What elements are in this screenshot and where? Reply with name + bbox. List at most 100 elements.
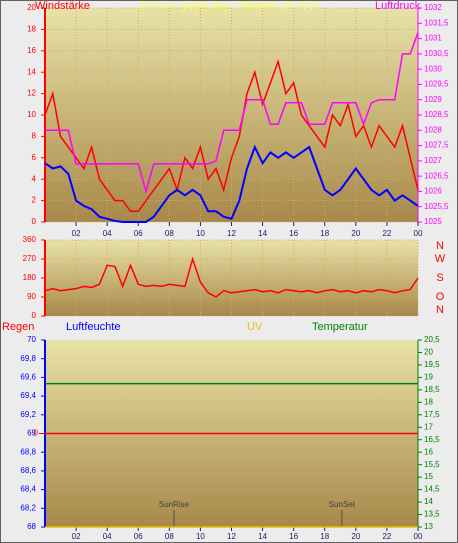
y-tick-label: 70 [27, 335, 36, 344]
x-tick-label: 12 [227, 532, 236, 541]
compass-label: N [436, 240, 444, 252]
y2-tick-label: 19,5 [424, 360, 440, 369]
y2-tick-label: 18,5 [424, 385, 440, 394]
y-tick-label: 68,6 [20, 466, 36, 475]
compass-label: W [435, 253, 446, 265]
legend-label: UV [247, 321, 263, 333]
x-tick-label: 18 [320, 532, 329, 541]
y-tick-label: 8 [32, 132, 37, 141]
compass-label: N [436, 304, 444, 316]
x-tick-label: 06 [134, 229, 143, 238]
y2-tick-label: 14 [424, 497, 433, 506]
y-tick-label: 12 [27, 89, 36, 98]
x-tick-label: 04 [103, 532, 112, 541]
legend-label: Regen [2, 321, 34, 333]
series-line [44, 256, 419, 298]
y-tick-label: 16 [27, 46, 36, 55]
x-tick-label: 04 [103, 229, 112, 238]
y-tick-label: 69,2 [20, 410, 36, 419]
chart-title: 24 hour graph day - Oktober 25 2017 [139, 0, 320, 12]
y2-tick-label: 1031,5 [424, 18, 449, 27]
series-line [44, 58, 419, 213]
series-line [45, 32, 419, 195]
y2-tick-label: 1028 [424, 125, 442, 134]
y2-tick-label: 1027 [424, 156, 442, 165]
y-tick-label: 0 [32, 311, 37, 320]
y-tick-label: 0 [32, 217, 37, 226]
y2-tick-label: 18 [424, 397, 433, 406]
sun-label: SunRise [159, 500, 190, 509]
y2-tick-label: 1025,5 [424, 202, 449, 211]
x-tick-label: 16 [289, 229, 298, 238]
x-tick-label: 16 [289, 532, 298, 541]
x-tick-label: 02 [72, 532, 81, 541]
x-tick-label: 14 [258, 532, 267, 541]
y2-tick-label: 1030,5 [424, 49, 449, 58]
x-tick-label: 14 [258, 229, 267, 238]
series-line [44, 144, 419, 223]
x-tick-label: 02 [72, 229, 81, 238]
y2-tick-label: 1029 [424, 95, 442, 104]
y2-tick-label: 14,5 [424, 485, 440, 494]
y-tick-label: 14 [27, 67, 36, 76]
legend-label: Luftfeuchte [66, 321, 120, 333]
y2-tick-label: 1027,5 [424, 141, 449, 150]
x-tick-label: 10 [196, 532, 205, 541]
y2-tick-label: 13 [424, 522, 433, 531]
x-tick-label: 06 [134, 532, 143, 541]
y2-tick-label: 20,5 [424, 335, 440, 344]
y2-tick-label: 1030 [424, 64, 442, 73]
y-tick-label: 10 [27, 110, 36, 119]
y-tick-label: 68 [27, 522, 36, 531]
x-tick-label: 00 [414, 229, 423, 238]
y2-tick-label: 15,5 [424, 460, 440, 469]
y2-tick-label: 17 [424, 422, 433, 431]
x-tick-label: 12 [227, 229, 236, 238]
rain-tick-label: 0 [34, 429, 39, 438]
y2-tick-label: 1026,5 [424, 171, 449, 180]
x-tick-label: 10 [196, 229, 205, 238]
x-tick-label: 22 [382, 532, 391, 541]
compass-label: O [436, 291, 445, 303]
y2-tick-label: 1029,5 [424, 80, 449, 89]
compass-label: S [436, 272, 443, 284]
y2-tick-label: 13,5 [424, 510, 440, 519]
y2-tick-label: 16 [424, 447, 433, 456]
legend-label: Luftdruck [375, 0, 421, 12]
x-tick-label: 08 [165, 532, 174, 541]
x-tick-label: 18 [320, 229, 329, 238]
y-tick-label: 18 [27, 25, 36, 34]
x-tick-label: 00 [414, 532, 423, 541]
y2-tick-label: 16,5 [424, 435, 440, 444]
y2-tick-label: 20 [424, 348, 433, 357]
y-tick-label: 90 [27, 292, 36, 301]
y-tick-label: 180 [23, 273, 37, 282]
x-tick-label: 22 [382, 229, 391, 238]
y-tick-label: 6 [32, 153, 37, 162]
legend-label: Temperatur [312, 321, 368, 333]
y-tick-label: 69 [27, 429, 36, 438]
y2-tick-label: 19 [424, 373, 433, 382]
y-tick-label: 360 [23, 235, 37, 244]
y2-tick-label: 1025 [424, 217, 442, 226]
y-tick-label: 68,2 [20, 503, 36, 512]
y2-tick-label: 1026 [424, 187, 442, 196]
y-tick-label: 69,4 [20, 391, 36, 400]
y-tick-label: 4 [32, 174, 37, 183]
y2-tick-label: 1032 [424, 3, 442, 12]
y2-tick-label: 1028,5 [424, 110, 449, 119]
x-tick-label: 08 [165, 229, 174, 238]
y-tick-label: 270 [23, 254, 37, 263]
sun-label: SunSet [329, 500, 356, 509]
x-tick-label: 20 [351, 532, 360, 541]
y2-tick-label: 15 [424, 472, 433, 481]
y-tick-label: 20 [27, 3, 36, 12]
y2-tick-label: 1031 [424, 34, 442, 43]
y-tick-label: 2 [32, 196, 37, 205]
legend-label: Windstärke [35, 0, 90, 12]
y-tick-label: 69,6 [20, 373, 36, 382]
y2-tick-label: 17,5 [424, 410, 440, 419]
x-tick-label: 20 [351, 229, 360, 238]
y-tick-label: 68,4 [20, 485, 36, 494]
